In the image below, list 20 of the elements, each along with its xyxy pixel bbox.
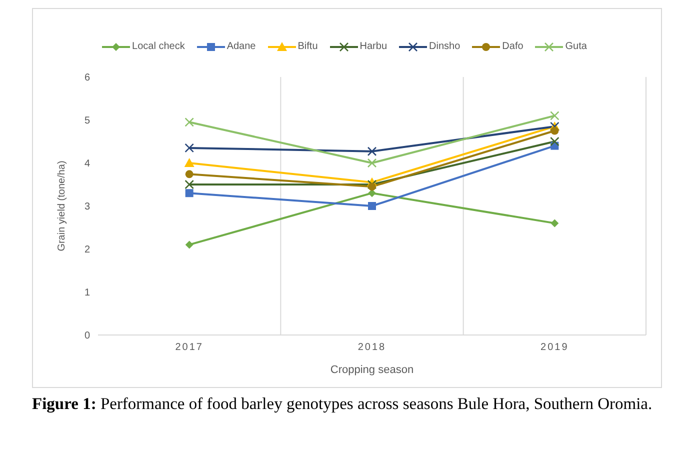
y-tick-label: 5 (84, 116, 90, 127)
y-tick-label: 1 (84, 288, 90, 299)
y-tick-label: 0 (84, 330, 90, 342)
legend-label: Dinsho (428, 41, 460, 52)
x-tick-label: 2017 (175, 342, 204, 354)
y-tick-label: 2 (84, 244, 90, 256)
legend-label: Local check (131, 41, 185, 52)
y-tick-label: 3 (84, 202, 90, 213)
y-tick-label: 4 (84, 158, 90, 170)
legend-label: Dafo (501, 41, 524, 52)
legend-label: Guta (564, 41, 587, 52)
x-axis-title: Cropping season (330, 364, 414, 376)
caption: Figure 1: Performance of food barley genotypes across seasons Bule Hora, Southern Oromia. (32, 394, 654, 414)
legend-label: Biftu (296, 41, 318, 52)
legend-label: Adane (226, 41, 256, 52)
y-axis-title: Grain yield (tone/ha) (56, 160, 68, 252)
x-tick-label: 2019 (540, 342, 569, 354)
x-tick-label: 2018 (358, 342, 386, 354)
legend-label: Harbu (358, 41, 388, 52)
y-tick-label: 6 (84, 72, 90, 84)
